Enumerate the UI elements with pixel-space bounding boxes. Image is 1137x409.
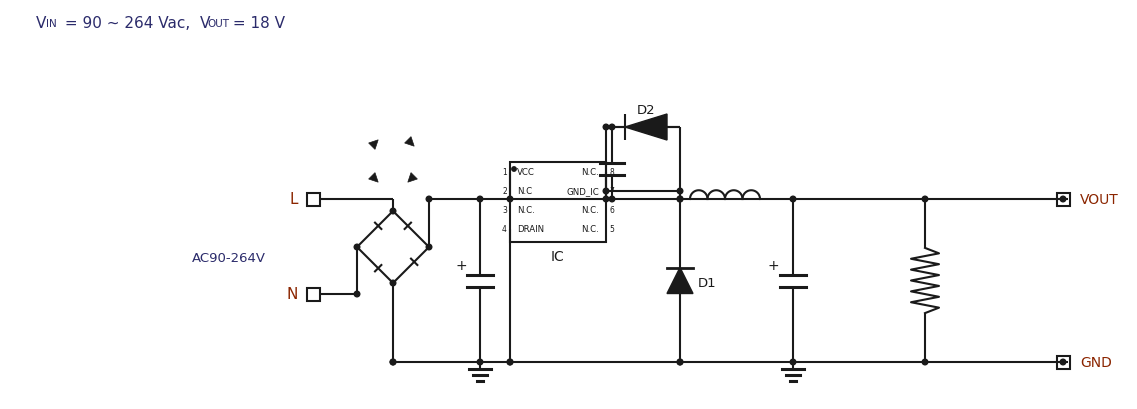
Circle shape: [507, 197, 513, 202]
Circle shape: [390, 360, 396, 365]
Circle shape: [478, 197, 483, 202]
Circle shape: [604, 189, 608, 194]
Text: IC: IC: [551, 249, 565, 263]
Text: N.C.: N.C.: [581, 168, 599, 177]
Polygon shape: [667, 268, 692, 294]
Text: N: N: [287, 287, 298, 302]
Circle shape: [355, 292, 359, 297]
Text: GND_IC: GND_IC: [566, 187, 599, 196]
Circle shape: [1060, 360, 1065, 365]
Circle shape: [507, 360, 513, 365]
Circle shape: [678, 197, 683, 202]
Text: 1: 1: [503, 168, 507, 177]
Text: VOUT: VOUT: [1080, 193, 1119, 207]
Polygon shape: [405, 137, 414, 147]
Text: OUT: OUT: [207, 19, 229, 29]
Text: N.C: N.C: [517, 187, 532, 196]
Text: 8: 8: [609, 168, 614, 177]
Text: 2: 2: [503, 187, 507, 196]
Bar: [307, 288, 319, 301]
Polygon shape: [368, 140, 379, 150]
Circle shape: [390, 360, 396, 365]
Circle shape: [678, 189, 683, 194]
Text: N.C.: N.C.: [581, 225, 599, 234]
Circle shape: [426, 245, 432, 250]
Circle shape: [390, 281, 396, 286]
Circle shape: [604, 125, 608, 130]
Text: 5: 5: [609, 225, 614, 234]
Text: V: V: [36, 16, 47, 31]
Text: = 90 ~ 264 Vac,  V: = 90 ~ 264 Vac, V: [60, 16, 210, 31]
Circle shape: [790, 197, 796, 202]
Text: L: L: [290, 192, 298, 207]
Circle shape: [678, 360, 683, 365]
Text: +: +: [455, 258, 467, 272]
Circle shape: [922, 197, 928, 202]
Text: N.C.: N.C.: [581, 206, 599, 215]
Circle shape: [1060, 197, 1065, 202]
Text: D1: D1: [698, 276, 716, 289]
Text: = 18 V: = 18 V: [229, 16, 285, 31]
Circle shape: [507, 360, 513, 365]
Circle shape: [609, 125, 615, 130]
Circle shape: [478, 360, 483, 365]
Circle shape: [922, 360, 928, 365]
Text: 4: 4: [503, 225, 507, 234]
Text: 7: 7: [609, 187, 614, 196]
Bar: [1056, 356, 1070, 369]
Bar: [511, 163, 606, 243]
Polygon shape: [625, 115, 667, 141]
Circle shape: [426, 197, 432, 202]
Polygon shape: [368, 173, 379, 183]
Circle shape: [355, 245, 359, 250]
Text: GND: GND: [1080, 355, 1112, 369]
Circle shape: [678, 360, 683, 365]
Text: DRAIN: DRAIN: [517, 225, 545, 234]
Circle shape: [678, 197, 683, 202]
Text: D2: D2: [637, 103, 655, 116]
Text: AC90-264V: AC90-264V: [192, 251, 266, 264]
Text: VCC: VCC: [517, 168, 534, 177]
Circle shape: [512, 167, 516, 172]
Polygon shape: [408, 173, 417, 183]
Circle shape: [790, 360, 796, 365]
Text: IN: IN: [45, 19, 57, 29]
Text: 3: 3: [503, 206, 507, 215]
Circle shape: [390, 209, 396, 214]
Text: 6: 6: [609, 206, 614, 215]
Text: N.C.: N.C.: [517, 206, 534, 215]
Circle shape: [609, 197, 615, 202]
Text: +: +: [767, 258, 779, 272]
Circle shape: [604, 197, 608, 202]
Bar: [307, 193, 319, 206]
Bar: [1056, 193, 1070, 206]
